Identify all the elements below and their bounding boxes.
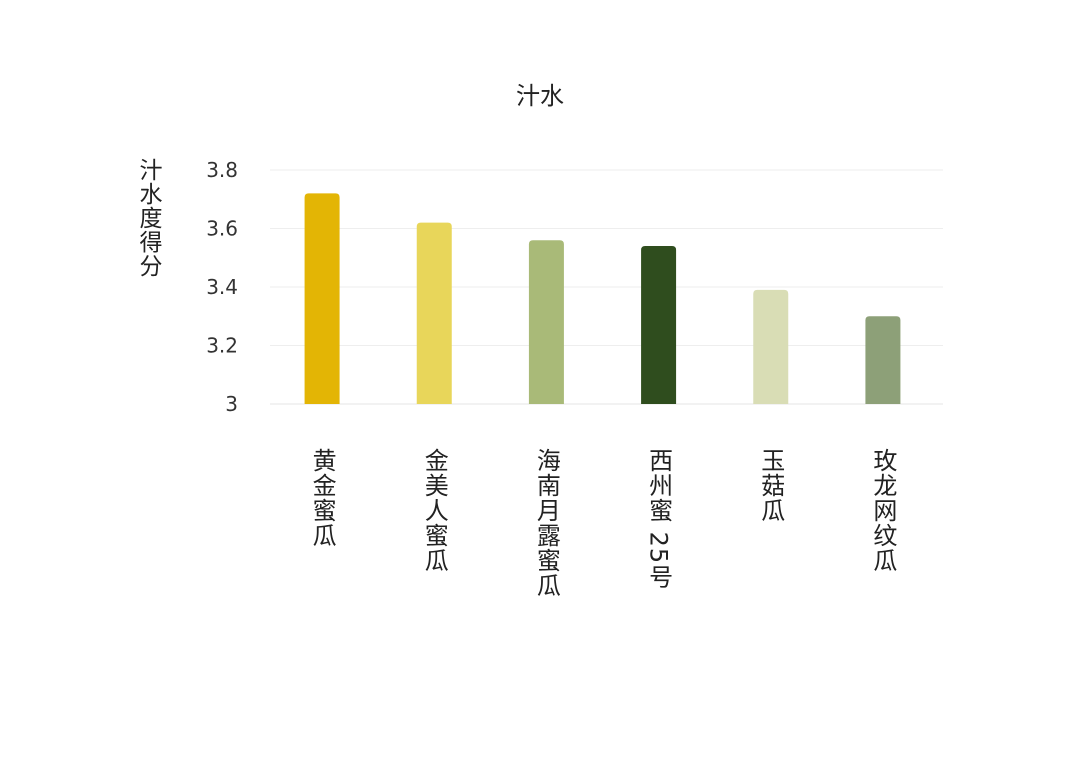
x-tick-label: 玫龙网纹瓜 xyxy=(868,448,897,573)
y-tick-label: 3.2 xyxy=(206,334,238,358)
bar-2 xyxy=(528,240,564,404)
y-axis-label: 汁水度得分 xyxy=(135,158,161,278)
y-tick-label: 3.6 xyxy=(206,217,238,241)
x-tick-label: 黄金蜜瓜 xyxy=(308,448,337,548)
x-tick-label: 海南月露蜜瓜 xyxy=(532,448,561,598)
y-tick-label: 3.4 xyxy=(206,275,238,299)
y-tick-label: 3 xyxy=(225,392,238,416)
bar-1 xyxy=(416,222,452,404)
x-tick-label: 金美人蜜瓜 xyxy=(420,448,449,573)
y-tick-label: 3.8 xyxy=(206,158,238,182)
x-tick-label: 玉菇瓜 xyxy=(756,448,785,523)
x-tick-label: 西州蜜 25号 xyxy=(644,448,673,590)
bar-4 xyxy=(753,289,789,404)
bar-0 xyxy=(304,193,340,404)
bar-3 xyxy=(641,246,677,404)
bar-5 xyxy=(865,316,901,404)
chart-title: 汁水 xyxy=(516,82,564,110)
